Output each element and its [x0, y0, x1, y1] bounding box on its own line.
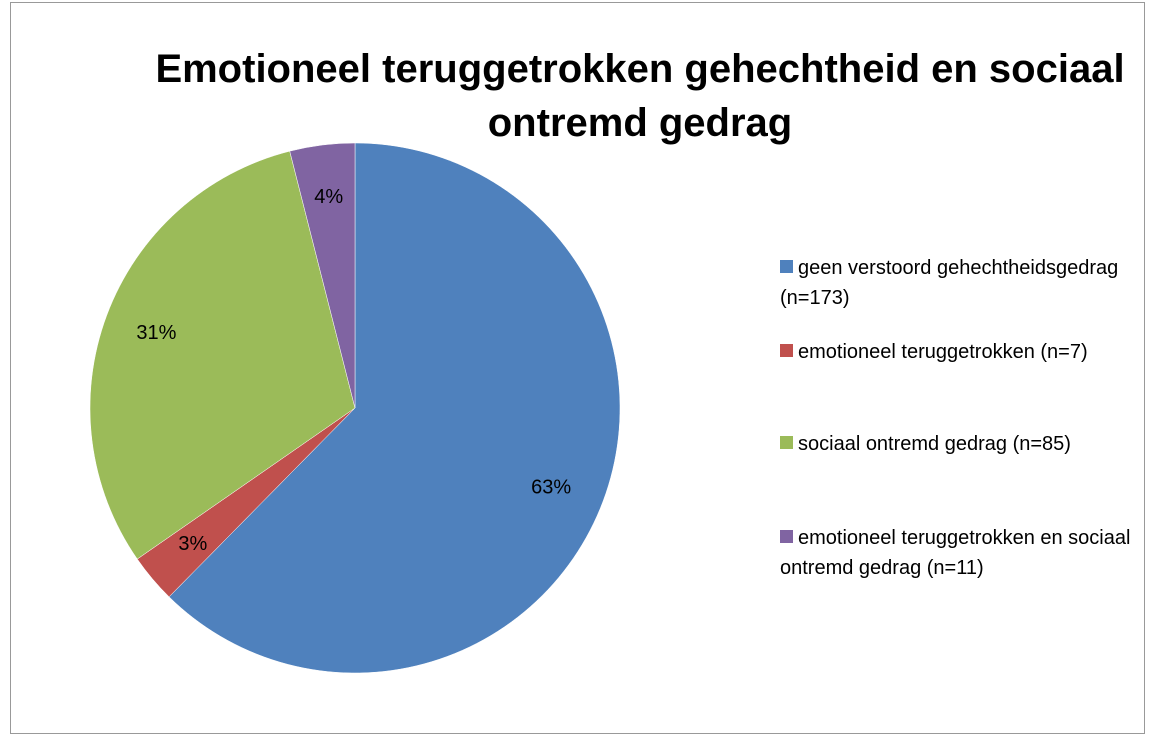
legend-swatch	[780, 344, 793, 357]
legend-item: emotioneel teruggetrokken (n=7)	[780, 337, 1145, 367]
legend-swatch	[780, 530, 793, 543]
legend-item: emotioneel teruggetrokken en sociaal ont…	[780, 523, 1145, 583]
legend-label: emotioneel teruggetrokken (n=7)	[798, 341, 1088, 363]
legend-item: sociaal ontremd gedrag (n=85)	[780, 429, 1145, 459]
data-label: 4%	[314, 186, 343, 208]
data-label: 3%	[178, 533, 207, 555]
frame	[10, 2, 1145, 734]
data-label: 31%	[136, 322, 176, 344]
legend-swatch	[780, 436, 793, 449]
pie-slice	[89, 150, 356, 560]
legend-label: emotioneel teruggetrokken en sociaal ont…	[780, 527, 1131, 579]
legend-swatch	[780, 260, 793, 273]
pie-slice	[289, 142, 356, 409]
legend-label: sociaal ontremd gedrag (n=85)	[798, 433, 1071, 455]
legend-item: geen verstoord gehechtheidsgedrag (n=173…	[780, 253, 1145, 313]
legend-label: geen verstoord gehechtheidsgedrag (n=173…	[780, 257, 1119, 309]
chart-title: Emotioneel teruggetrokken gehechtheid en…	[155, 47, 1125, 145]
data-label: 63%	[531, 477, 571, 499]
pie-slice	[168, 142, 621, 674]
